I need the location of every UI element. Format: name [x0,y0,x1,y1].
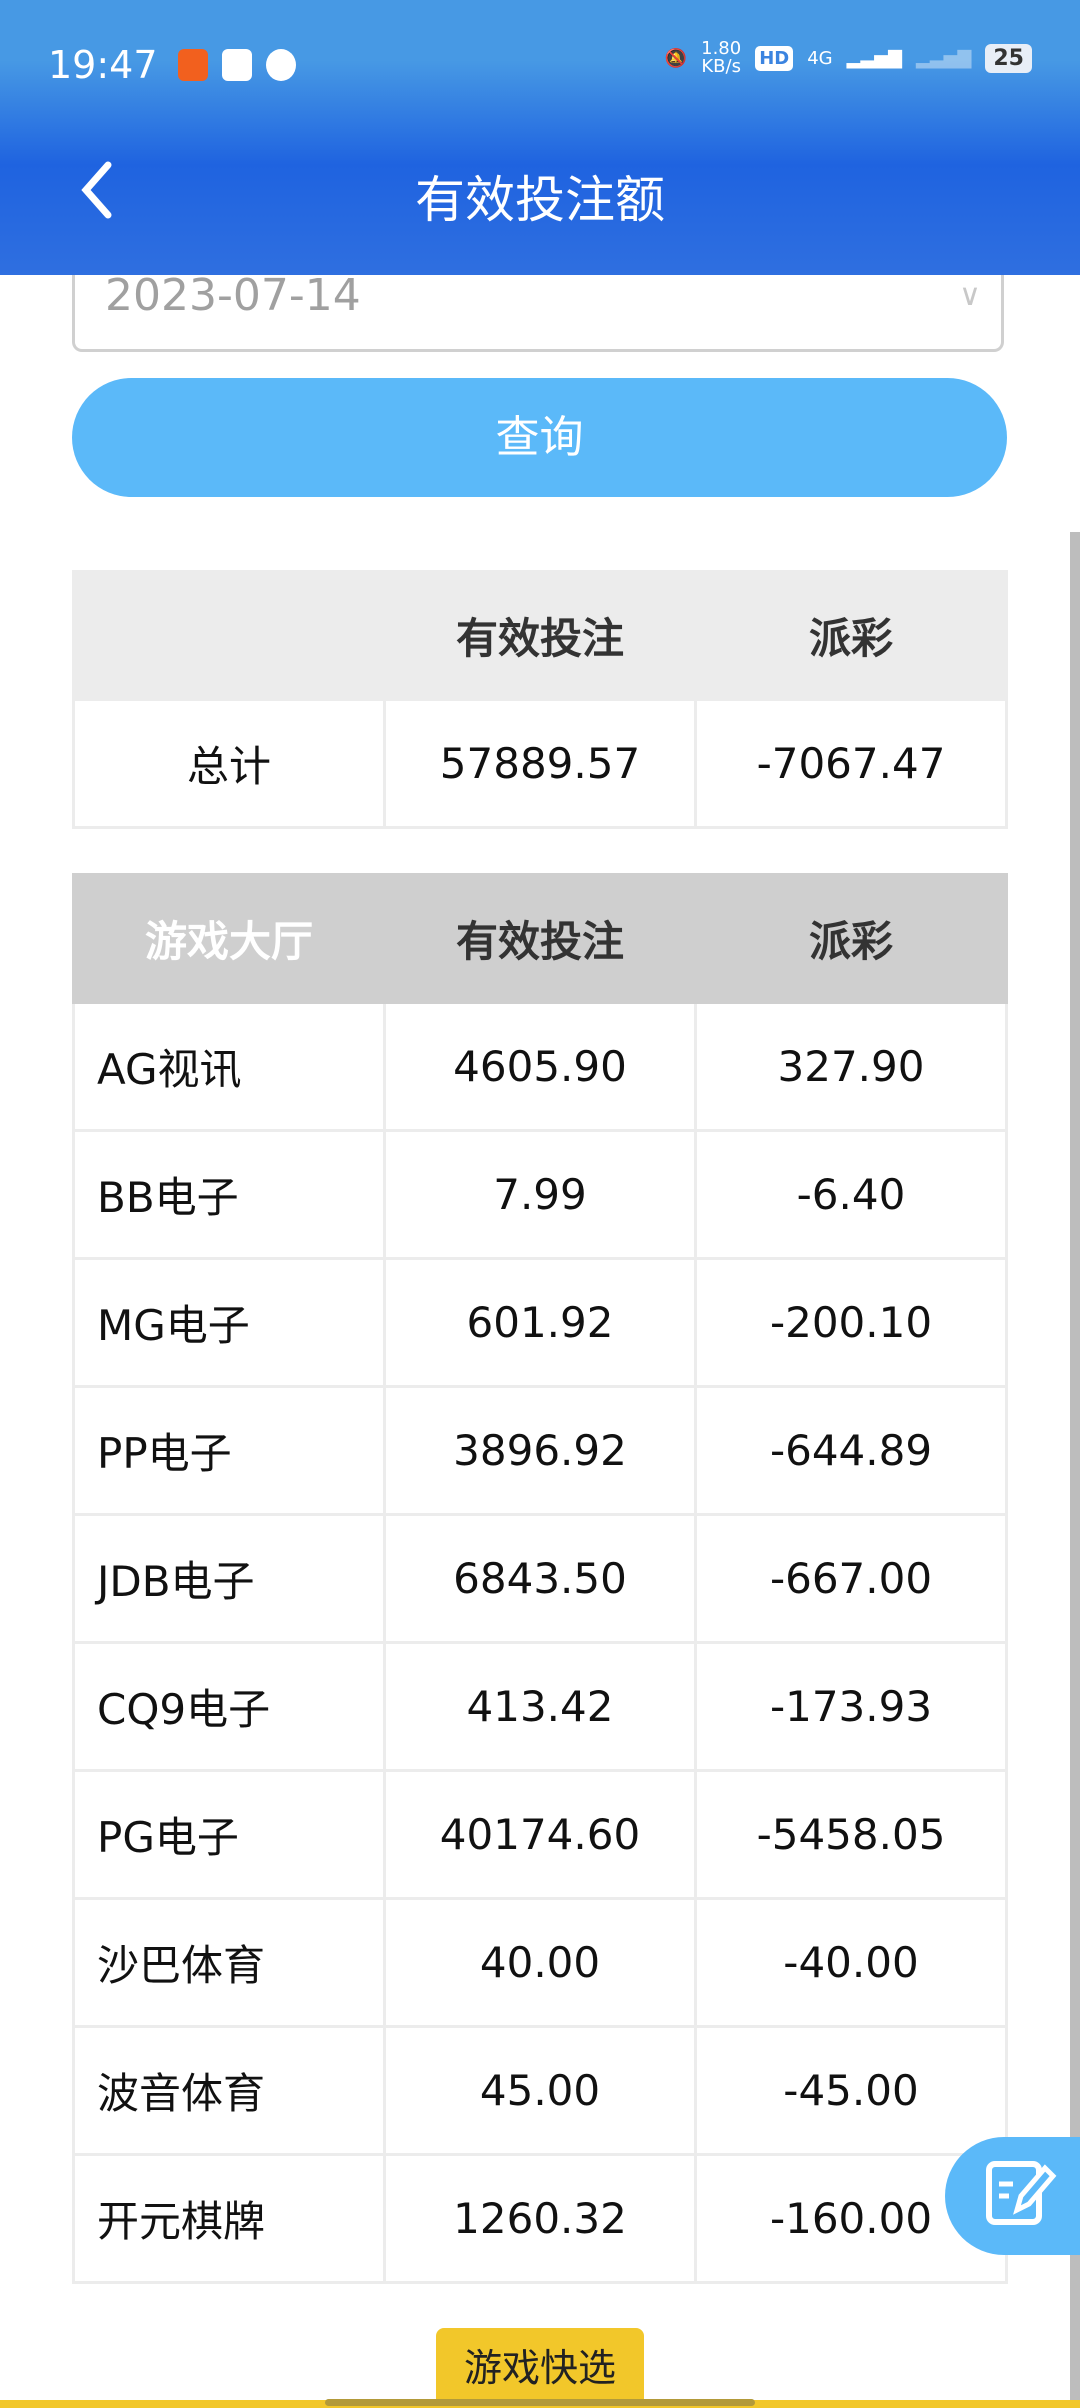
summary-cell: 57889.57 [383,698,697,829]
query-button[interactable]: 查询 [72,378,1007,497]
payout: -200.10 [694,1257,1008,1388]
table-row: MG电子 601.92 -200.10 [72,1257,1008,1388]
table-row: AG视讯 4605.90 327.90 [72,1001,1008,1132]
payout: -173.93 [694,1641,1008,1772]
status-bar: 19:47 🔕 1.80 KB/s HD 4G ▂▃▅▇ ▂▃▅▇ 25 [48,40,1032,90]
valid-bet: 40174.60 [383,1769,697,1900]
summary-header: 派彩 [694,570,1008,701]
game-name: 开元棋牌 [72,2153,386,2284]
app-header: 19:47 🔕 1.80 KB/s HD 4G ▂▃▅▇ ▂▃▅▇ 25 有效投… [0,0,1080,275]
games-header: 游戏大厅 [72,873,386,1004]
date-select[interactable]: 2023-07-14 ∨ [72,240,1004,352]
valid-bet: 1260.32 [383,2153,697,2284]
game-name: 波音体育 [72,2025,386,2156]
games-header: 派彩 [694,873,1008,1004]
payout: -667.00 [694,1513,1008,1644]
game-name: CQ9电子 [72,1641,386,1772]
signal-icon: ▂▃▅▇ [846,47,902,69]
table-row: CQ9电子 413.42 -173.93 [72,1641,1008,1772]
summary-cell: -7067.47 [694,698,1008,829]
payout: -5458.05 [694,1769,1008,1900]
app-notification-icon [177,49,208,81]
net-speed-value: 1.80 [701,38,742,59]
battery-icon: 25 [985,43,1032,73]
summary-table: 有效投注 派彩 总计 57889.57 -7067.47 [72,570,1008,829]
valid-bet: 413.42 [383,1641,697,1772]
hd-icon: HD [755,45,794,71]
signal-2-icon: ▂▃▅▇ [916,47,972,69]
back-arrow-icon[interactable] [78,160,118,220]
game-name: 沙巴体育 [72,1897,386,2028]
game-name: PG电子 [72,1769,386,1900]
chevron-down-icon: ∨ [959,278,981,313]
valid-bet: 6843.50 [383,1513,697,1644]
valid-bet: 3896.92 [383,1385,697,1516]
status-time: 19:47 [48,43,158,87]
date-value: 2023-07-14 [105,270,361,321]
game-name: JDB电子 [72,1513,386,1644]
table-row: 开元棋牌 1260.32 -160.00 [72,2153,1008,2284]
summary-header: 有效投注 [383,570,697,701]
game-name: AG视讯 [72,1001,386,1132]
table-row: PG电子 40174.60 -5458.05 [72,1769,1008,1900]
valid-bet: 40.00 [383,1897,697,2028]
game-name: PP电子 [72,1385,386,1516]
table-row: 沙巴体育 40.00 -40.00 [72,1897,1008,2028]
edit-note-icon [986,2161,1057,2225]
page-title: 有效投注额 [415,171,665,229]
table-row: BB电子 7.99 -6.40 [72,1129,1008,1260]
summary-total-row: 总计 57889.57 -7067.47 [72,698,1008,829]
scrollbar[interactable] [1070,532,1080,2402]
payout: -6.40 [694,1129,1008,1260]
valid-bet: 45.00 [383,2025,697,2156]
summary-header-row: 有效投注 派彩 [72,570,1008,701]
summary-cell: 总计 [72,698,386,829]
payout: -45.00 [694,2025,1008,2156]
edit-fab-button[interactable] [945,2137,1080,2255]
valid-bet: 4605.90 [383,1001,697,1132]
valid-bet: 7.99 [383,1129,697,1260]
table-row: 波音体育 45.00 -45.00 [72,2025,1008,2156]
mute-icon: 🔕 [664,47,688,69]
net-speed-unit: KB/s [701,56,741,77]
games-table: 游戏大厅 有效投注 派彩 AG视讯 4605.90 327.90 BB电子 7.99 -6… [72,873,1008,2284]
games-header-row: 游戏大厅 有效投注 派彩 [72,873,1008,1004]
games-header: 有效投注 [383,873,697,1004]
game-quick-select-button[interactable]: 游戏快选 [436,2328,644,2408]
game-name: BB电子 [72,1129,386,1260]
table-row: JDB电子 6843.50 -667.00 [72,1513,1008,1644]
payout: -40.00 [694,1897,1008,2028]
net-speed: 1.80 KB/s [701,40,741,76]
summary-header [72,570,386,701]
valid-bet: 601.92 [383,1257,697,1388]
home-indicator[interactable] [325,2399,755,2406]
game-name: MG电子 [72,1257,386,1388]
cat-notification-icon [265,49,296,81]
payout: -644.89 [694,1385,1008,1516]
payout: 327.90 [694,1001,1008,1132]
network-type: 4G [807,47,833,69]
table-row: PP电子 3896.92 -644.89 [72,1385,1008,1516]
mail-notification-icon [221,49,252,81]
